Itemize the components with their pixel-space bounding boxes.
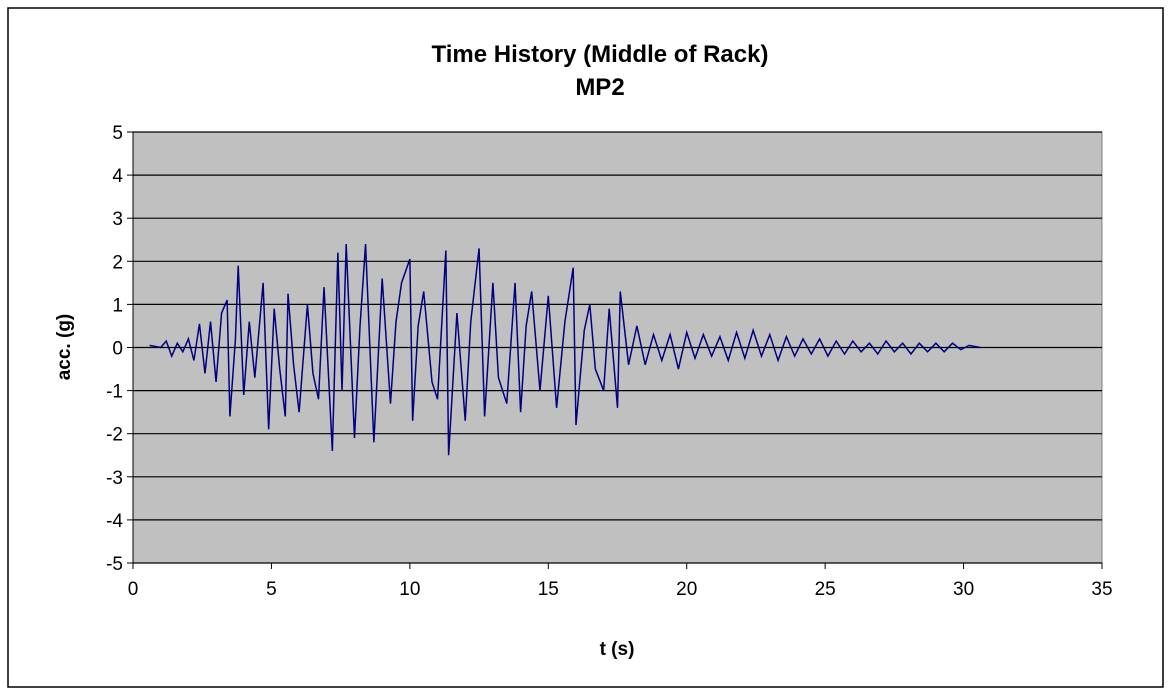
x-tick-label: 25 [815,579,836,600]
chart-subtitle: MP2 [575,74,624,101]
y-tick-label: 1 [112,295,123,316]
x-tick-label: 5 [266,579,277,600]
y-tick-label: 2 [112,252,123,273]
x-tick-label: 30 [953,579,974,600]
y-tick-label: 5 [112,123,123,144]
x-tick-label: 20 [676,579,697,600]
y-tick-label: 3 [112,209,123,230]
x-tick-label: 10 [399,579,420,600]
y-tick-label: -3 [106,468,123,489]
data-line [149,244,981,456]
x-axis-label: t (s) [600,639,635,660]
y-tick-label: -5 [106,554,123,575]
y-tick-label: 0 [112,339,123,360]
y-tick-label: 4 [112,166,123,187]
x-tick-label: 15 [538,579,559,600]
y-tick-label: -2 [106,425,123,446]
y-tick-label: -1 [106,382,123,403]
x-tick-label: 0 [128,579,139,600]
chart-title: Time History (Middle of Rack) [432,41,769,68]
y-tick-label: -4 [106,511,123,532]
x-tick-label: 35 [1091,579,1112,600]
y-axis-label: acc. (g) [54,314,75,381]
